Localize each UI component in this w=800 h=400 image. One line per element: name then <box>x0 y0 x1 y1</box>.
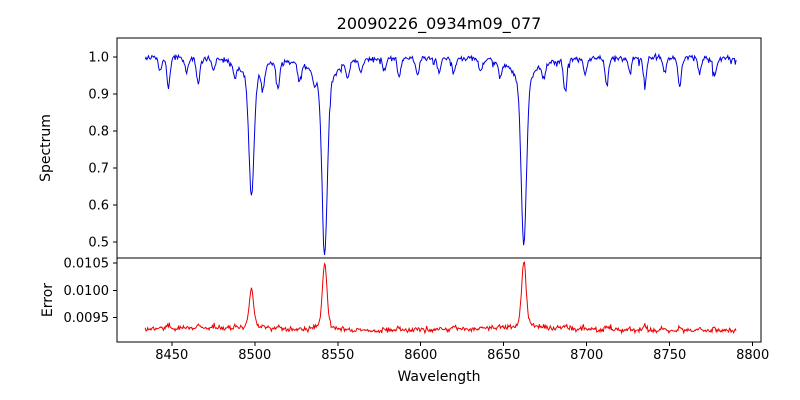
y-axis-label-error: Error <box>40 283 56 317</box>
y-tick-label: 0.5 <box>88 236 109 251</box>
axes-layer <box>116 37 762 343</box>
y-tick-label: 0.6 <box>88 199 109 214</box>
curves-layer <box>144 52 737 335</box>
ticks-layer: 8450 8500 8550 8600 8650 8700 8750 8800 1.0 0.9 0.… <box>64 50 770 363</box>
x-tick-label: 8600 <box>404 348 437 363</box>
x-tick-label: 8700 <box>570 348 603 363</box>
x-tick-label: 8550 <box>321 348 354 363</box>
x-tick-label: 8450 <box>155 348 188 363</box>
y-tick-label: 0.0100 <box>64 284 110 299</box>
x-tick-label: 8750 <box>653 348 686 363</box>
spectrum-line <box>144 52 737 256</box>
y-tick-label: 0.0095 <box>64 311 110 326</box>
chart-title: 20090226_0934m09_077 <box>337 14 542 34</box>
y-tick-label: 0.7 <box>88 162 109 177</box>
x-tick-label: 8800 <box>736 348 769 363</box>
y-axis-label-spectrum: Spectrum <box>38 114 54 182</box>
x-tick-label: 8650 <box>487 348 520 363</box>
error-line <box>144 261 737 335</box>
x-tick-label: 8500 <box>238 348 271 363</box>
y-tick-label: 1.0 <box>88 50 109 65</box>
x-axis-label: Wavelength <box>397 369 480 385</box>
y-tick-label: 0.9 <box>88 87 109 102</box>
subplot-frame <box>116 257 762 343</box>
y-tick-label: 0.0105 <box>64 257 110 272</box>
y-tick-label: 0.8 <box>88 124 109 139</box>
